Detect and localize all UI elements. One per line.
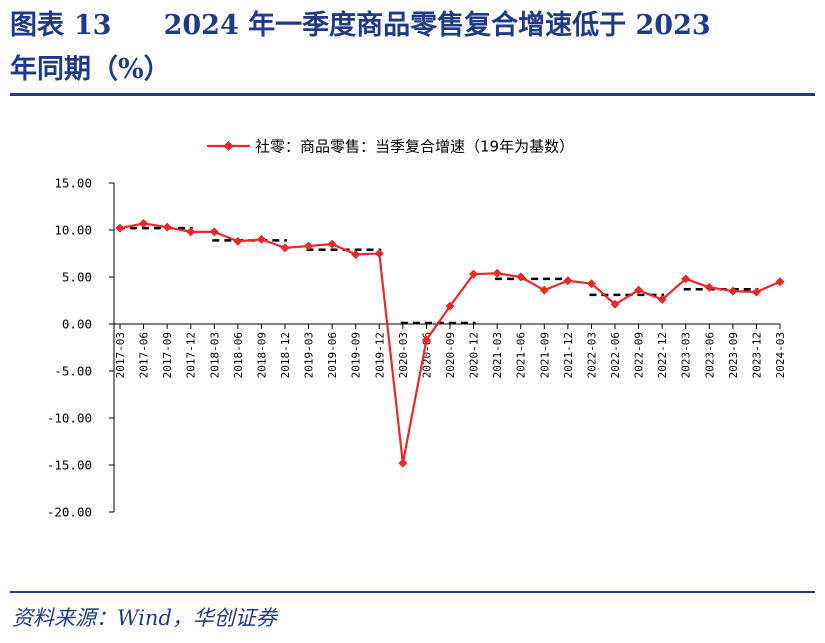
y-tick-label: -5.00 [54, 364, 92, 379]
figure-label: 图表 [10, 10, 64, 41]
x-tick-label: 2021-12 [562, 332, 575, 378]
data-point [162, 222, 172, 232]
x-tick-label: 2018-06 [232, 332, 245, 378]
title-text-1: 2024 年一季度商品零售复合增速低于 2023 [163, 10, 711, 41]
x-tick-label: 2019-12 [373, 332, 386, 378]
data-point [586, 279, 596, 289]
data-point [280, 243, 290, 253]
data-point [775, 277, 785, 287]
x-tick-label: 2018-12 [279, 332, 292, 378]
x-tick-label: 2019-09 [350, 332, 363, 378]
x-tick-label: 2022-12 [656, 332, 669, 378]
x-tick-label: 2022-06 [609, 332, 622, 378]
data-point [398, 458, 408, 468]
data-point [186, 227, 196, 237]
x-tick-label: 2023-09 [727, 332, 740, 378]
x-tick-label: 2022-09 [633, 332, 646, 378]
x-tick-label: 2018-03 [208, 332, 221, 378]
data-point [139, 218, 149, 228]
x-tick-label: 2020-12 [468, 332, 481, 378]
data-point [634, 285, 644, 295]
x-tick-label: 2017-12 [185, 332, 198, 378]
x-tick-label: 2017-03 [114, 332, 127, 378]
data-point [516, 272, 526, 282]
x-tick-label: 2017-09 [161, 332, 174, 378]
data-point [704, 282, 714, 292]
y-tick-label: 15.00 [54, 176, 92, 191]
x-tick-label: 2020-06 [420, 332, 433, 378]
data-point [492, 268, 502, 278]
data-point [256, 234, 266, 244]
x-tick-label: 2023-06 [703, 332, 716, 378]
figure-title: 图表 13 2024 年一季度商品零售复合增速低于 2023 年同期（%） [10, 4, 815, 92]
figure-number: 13 [74, 10, 112, 41]
title-line-2: 年同期（%） [10, 54, 171, 85]
x-tick-label: 2021-06 [515, 332, 528, 378]
data-point [351, 249, 361, 259]
data-point [610, 299, 620, 309]
x-tick-label: 2018-09 [255, 332, 268, 378]
data-point [563, 276, 573, 286]
line-chart: 15.00 10.00 5.00 0.00 -5.00 -10.00 -15.00 -20.0… [47, 138, 787, 520]
data-point [728, 286, 738, 296]
data-point [469, 269, 479, 279]
data-point [421, 335, 431, 345]
x-tick-label: 2023-03 [680, 332, 693, 378]
data-point [209, 227, 219, 237]
x-tick-label: 2020-03 [397, 332, 410, 378]
y-tick-label: 0.00 [62, 317, 92, 332]
data-point [327, 239, 337, 249]
data-point [445, 301, 455, 311]
y-tick-label: -15.00 [47, 458, 92, 473]
x-tick-label: 2019-03 [303, 332, 316, 378]
x-tick-label: 2021-09 [538, 332, 551, 378]
data-point [233, 236, 243, 246]
legend-marker [223, 141, 234, 151]
x-tick-label: 2022-03 [585, 332, 598, 378]
y-tick-label: 5.00 [62, 270, 92, 285]
x-tick-label: 2020-09 [444, 332, 457, 378]
data-point [115, 223, 125, 233]
data-point [539, 285, 549, 295]
y-tick-label: -10.00 [47, 411, 92, 426]
data-point [304, 241, 314, 251]
title-line-1: 图表 13 2024 年一季度商品零售复合增速低于 2023 [10, 4, 815, 48]
data-point [751, 287, 761, 297]
legend-label: 社零：商品零售：当季复合增速（19年为基数） [255, 138, 574, 156]
x-tick-label: 2023-12 [750, 332, 763, 378]
y-tick-label: 10.00 [54, 223, 92, 238]
x-tick-label: 2019-06 [326, 332, 339, 378]
x-tick-label: 2017-06 [138, 332, 151, 378]
data-point [681, 274, 691, 284]
x-tick-label: 2021-03 [491, 332, 504, 378]
title-divider [10, 93, 815, 96]
source-note: 资料来源：Wind，华创证券 [12, 606, 277, 630]
data-point [374, 249, 384, 258]
x-tick-label: 2024-03 [774, 332, 787, 378]
data-point [657, 295, 667, 305]
source-divider [10, 591, 815, 593]
y-tick-label: -20.00 [47, 505, 92, 520]
